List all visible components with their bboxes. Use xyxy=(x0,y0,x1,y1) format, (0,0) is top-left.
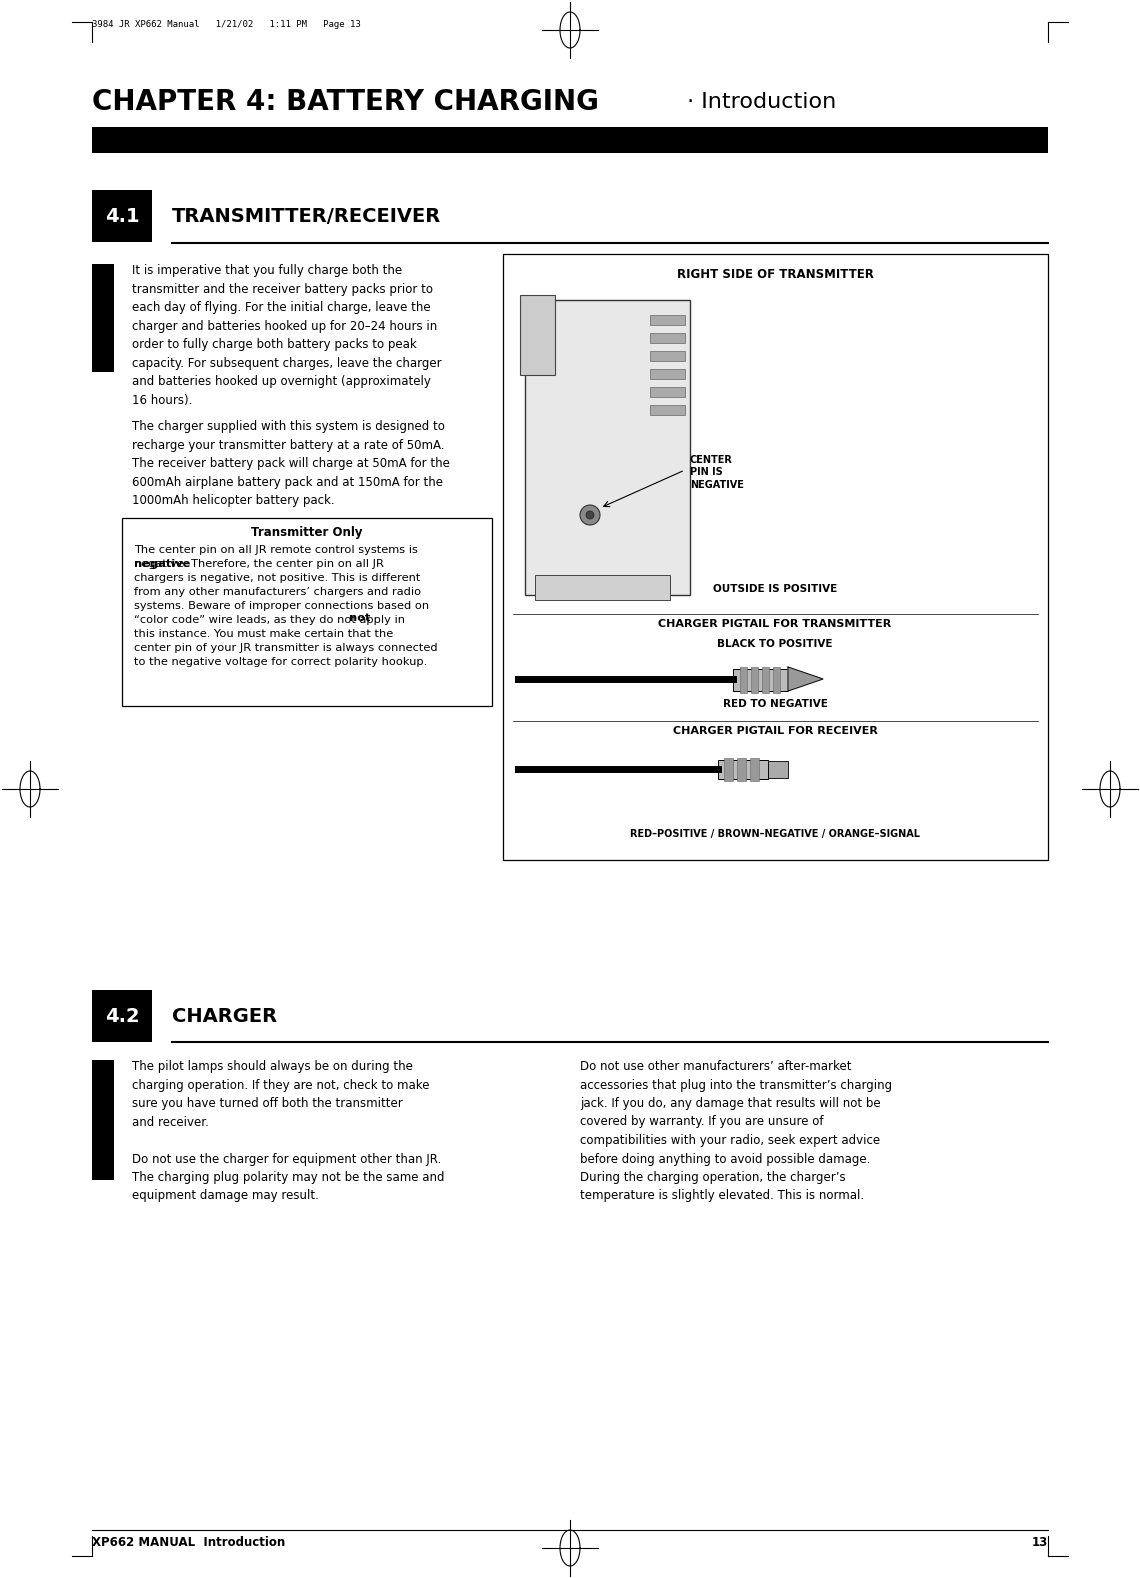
Text: CHARGER: CHARGER xyxy=(172,1007,277,1026)
Text: CHARGER PIGTAIL FOR TRANSMITTER: CHARGER PIGTAIL FOR TRANSMITTER xyxy=(659,619,891,630)
Bar xyxy=(773,667,780,693)
Bar xyxy=(724,757,733,781)
Bar xyxy=(650,387,685,398)
Polygon shape xyxy=(788,667,823,691)
Bar xyxy=(92,126,1048,153)
Bar xyxy=(650,316,685,325)
Text: 3984 JR XP662 Manual   1/21/02   1:11 PM   Page 13: 3984 JR XP662 Manual 1/21/02 1:11 PM Pag… xyxy=(92,21,360,28)
Bar xyxy=(503,254,1048,860)
Bar xyxy=(736,757,746,781)
Text: CENTER
PIN IS
NEGATIVE: CENTER PIN IS NEGATIVE xyxy=(690,454,744,489)
Text: 4.2: 4.2 xyxy=(105,1007,139,1026)
Bar xyxy=(526,300,690,595)
Text: negative: negative xyxy=(135,559,190,568)
Text: 4.1: 4.1 xyxy=(105,207,139,226)
Text: RED TO NEGATIVE: RED TO NEGATIVE xyxy=(723,699,828,709)
Text: Transmitter Only: Transmitter Only xyxy=(251,525,363,540)
Bar xyxy=(122,518,492,705)
Bar xyxy=(718,761,768,780)
Bar xyxy=(650,369,685,379)
Text: CHARGER PIGTAIL FOR RECEIVER: CHARGER PIGTAIL FOR RECEIVER xyxy=(673,726,878,735)
Text: · Introduction: · Introduction xyxy=(679,92,837,112)
Bar xyxy=(768,761,788,778)
Text: It is imperative that you fully charge both the
transmitter and the receiver bat: It is imperative that you fully charge b… xyxy=(132,264,441,407)
Bar xyxy=(92,989,152,1041)
Text: 13: 13 xyxy=(1032,1535,1048,1550)
Text: The charger supplied with this system is designed to
recharge your transmitter b: The charger supplied with this system is… xyxy=(132,420,450,507)
Text: RIGHT SIDE OF TRANSMITTER: RIGHT SIDE OF TRANSMITTER xyxy=(676,268,873,281)
Bar xyxy=(650,406,685,415)
Text: TRANSMITTER/RECEIVER: TRANSMITTER/RECEIVER xyxy=(172,207,441,226)
Bar xyxy=(751,667,758,693)
Text: not: not xyxy=(349,612,370,622)
Text: CHAPTER 4: BATTERY CHARGING: CHAPTER 4: BATTERY CHARGING xyxy=(92,88,598,117)
Bar xyxy=(92,189,152,241)
Bar xyxy=(92,264,114,372)
Text: BLACK TO POSITIVE: BLACK TO POSITIVE xyxy=(717,639,832,649)
Text: The center pin on all JR remote control systems is
negative. Therefore, the cent: The center pin on all JR remote control … xyxy=(135,544,438,667)
Circle shape xyxy=(586,511,594,519)
Text: Do not use other manufacturers’ after-market
accessories that plug into the tran: Do not use other manufacturers’ after-ma… xyxy=(580,1060,893,1202)
Circle shape xyxy=(580,505,600,525)
Bar xyxy=(762,667,770,693)
Text: XP662 MANUAL  Introduction: XP662 MANUAL Introduction xyxy=(92,1535,285,1550)
Text: The pilot lamps should always be on during the
charging operation. If they are n: The pilot lamps should always be on duri… xyxy=(132,1060,445,1202)
Bar xyxy=(535,574,670,600)
Bar xyxy=(650,333,685,342)
Text: RED–POSITIVE / BROWN–NEGATIVE / ORANGE–SIGNAL: RED–POSITIVE / BROWN–NEGATIVE / ORANGE–S… xyxy=(630,828,920,839)
Bar xyxy=(750,757,759,781)
Bar xyxy=(650,350,685,361)
Text: OUTSIDE IS POSITIVE: OUTSIDE IS POSITIVE xyxy=(712,584,837,593)
Bar xyxy=(740,667,747,693)
Bar xyxy=(92,1060,114,1180)
Bar xyxy=(520,295,555,376)
Bar xyxy=(733,669,788,691)
